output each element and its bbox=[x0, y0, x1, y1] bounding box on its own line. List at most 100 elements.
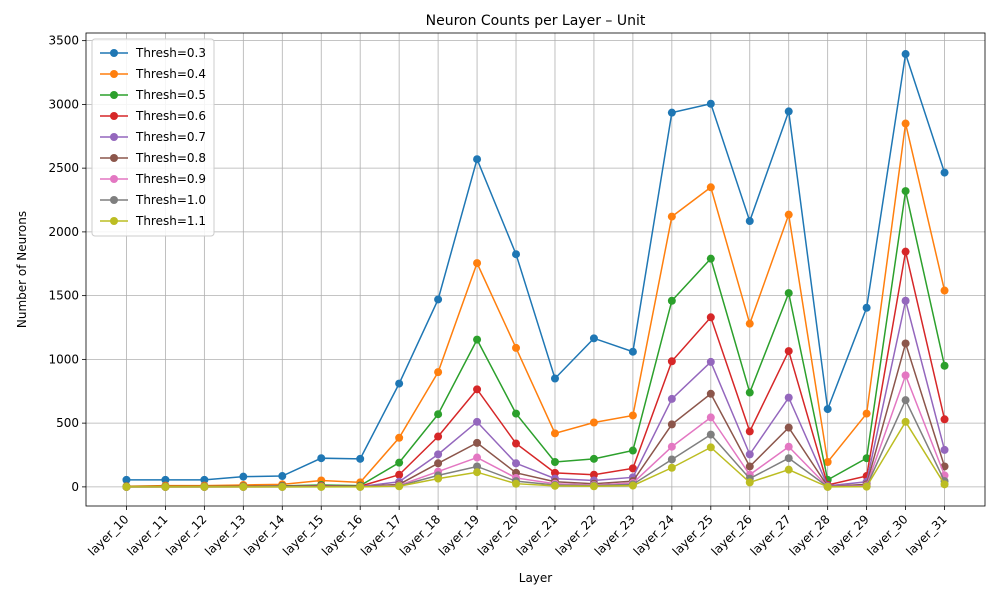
data-point bbox=[395, 482, 404, 491]
data-point bbox=[512, 343, 521, 352]
data-point bbox=[706, 183, 715, 192]
data-point bbox=[200, 482, 209, 491]
legend-label: Thresh=0.6 bbox=[135, 109, 206, 123]
data-point bbox=[901, 119, 910, 128]
data-point bbox=[239, 472, 248, 481]
data-point bbox=[940, 415, 949, 424]
data-point bbox=[667, 442, 676, 451]
legend-label: Thresh=0.4 bbox=[135, 67, 206, 81]
data-point bbox=[667, 394, 676, 403]
legend-marker bbox=[110, 112, 118, 120]
data-point bbox=[901, 50, 910, 59]
data-point bbox=[784, 423, 793, 432]
y-axis-label: Number of Neurons bbox=[15, 211, 29, 328]
data-point bbox=[512, 250, 521, 259]
data-point bbox=[200, 475, 209, 484]
data-point bbox=[122, 475, 131, 484]
legend-item: Thresh=0.9 bbox=[100, 172, 206, 186]
data-point bbox=[122, 482, 131, 491]
data-point bbox=[901, 339, 910, 348]
data-point bbox=[395, 458, 404, 467]
data-point bbox=[473, 155, 482, 164]
series-line bbox=[126, 420, 946, 488]
data-point bbox=[434, 368, 443, 377]
data-point bbox=[706, 430, 715, 439]
data-point bbox=[434, 410, 443, 419]
legend-marker bbox=[110, 175, 118, 183]
data-point bbox=[745, 388, 754, 397]
data-point bbox=[745, 450, 754, 459]
data-point bbox=[512, 479, 521, 488]
data-point bbox=[745, 427, 754, 436]
data-point bbox=[317, 454, 326, 463]
legend-label: Thresh=0.5 bbox=[135, 88, 206, 102]
data-point bbox=[706, 99, 715, 108]
y-tick-label: 1000 bbox=[48, 352, 79, 366]
plot-frame bbox=[85, 32, 986, 507]
series-line bbox=[126, 123, 946, 487]
data-point bbox=[667, 296, 676, 305]
data-point bbox=[473, 468, 482, 477]
data-point bbox=[239, 482, 248, 491]
legend-item: Thresh=0.6 bbox=[100, 109, 206, 123]
y-tick-label: 3000 bbox=[48, 97, 79, 111]
data-point bbox=[745, 478, 754, 487]
legend-label: Thresh=0.3 bbox=[135, 46, 206, 60]
y-tick-label: 2500 bbox=[48, 161, 79, 175]
data-point bbox=[667, 420, 676, 429]
data-point bbox=[512, 409, 521, 418]
legend-item: Thresh=0.4 bbox=[100, 67, 206, 81]
data-point bbox=[784, 107, 793, 116]
data-point bbox=[589, 454, 598, 463]
data-point bbox=[901, 187, 910, 196]
data-point bbox=[784, 393, 793, 402]
legend-marker bbox=[110, 217, 118, 225]
data-point bbox=[745, 319, 754, 328]
legend-item: Thresh=0.3 bbox=[100, 46, 206, 60]
legend-label: Thresh=1.0 bbox=[135, 193, 206, 207]
data-point bbox=[473, 259, 482, 268]
data-point bbox=[317, 482, 326, 491]
legend-label: Thresh=0.8 bbox=[135, 151, 206, 165]
data-point bbox=[550, 429, 559, 438]
legend-label: Thresh=1.1 bbox=[135, 214, 206, 228]
data-point bbox=[278, 482, 287, 491]
data-point bbox=[862, 409, 871, 418]
legend-marker bbox=[110, 154, 118, 162]
legend-item: Thresh=0.7 bbox=[100, 130, 206, 144]
data-point bbox=[940, 445, 949, 454]
y-tick-label: 3500 bbox=[48, 34, 79, 48]
data-point bbox=[667, 463, 676, 472]
data-point bbox=[589, 482, 598, 491]
data-point bbox=[628, 446, 637, 455]
data-point bbox=[395, 433, 404, 442]
series-thresh-1-1 bbox=[122, 417, 949, 491]
series-thresh-0-3 bbox=[122, 50, 949, 484]
data-point bbox=[823, 458, 832, 467]
x-axis-label: Layer bbox=[519, 571, 553, 585]
data-point bbox=[667, 108, 676, 117]
data-point bbox=[706, 413, 715, 422]
data-point bbox=[473, 462, 482, 471]
series-line bbox=[126, 53, 946, 481]
data-point bbox=[473, 335, 482, 344]
data-point bbox=[161, 482, 170, 491]
data-point bbox=[434, 450, 443, 459]
data-point bbox=[473, 417, 482, 426]
data-point bbox=[628, 347, 637, 356]
data-point bbox=[395, 470, 404, 479]
data-point bbox=[356, 482, 365, 491]
data-point bbox=[550, 468, 559, 477]
legend: Thresh=0.3 Thresh=0.4 Thresh=0.5 Thresh=0.6… bbox=[91, 38, 215, 237]
legend-item: Thresh=1.1 bbox=[100, 214, 206, 228]
data-point bbox=[512, 439, 521, 448]
data-point bbox=[940, 168, 949, 177]
data-point bbox=[940, 286, 949, 295]
legend-marker bbox=[110, 91, 118, 99]
data-point bbox=[862, 303, 871, 312]
data-point bbox=[667, 455, 676, 464]
data-point bbox=[706, 443, 715, 452]
data-point bbox=[667, 357, 676, 366]
legend-item: Thresh=1.0 bbox=[100, 193, 206, 207]
data-point bbox=[706, 254, 715, 263]
